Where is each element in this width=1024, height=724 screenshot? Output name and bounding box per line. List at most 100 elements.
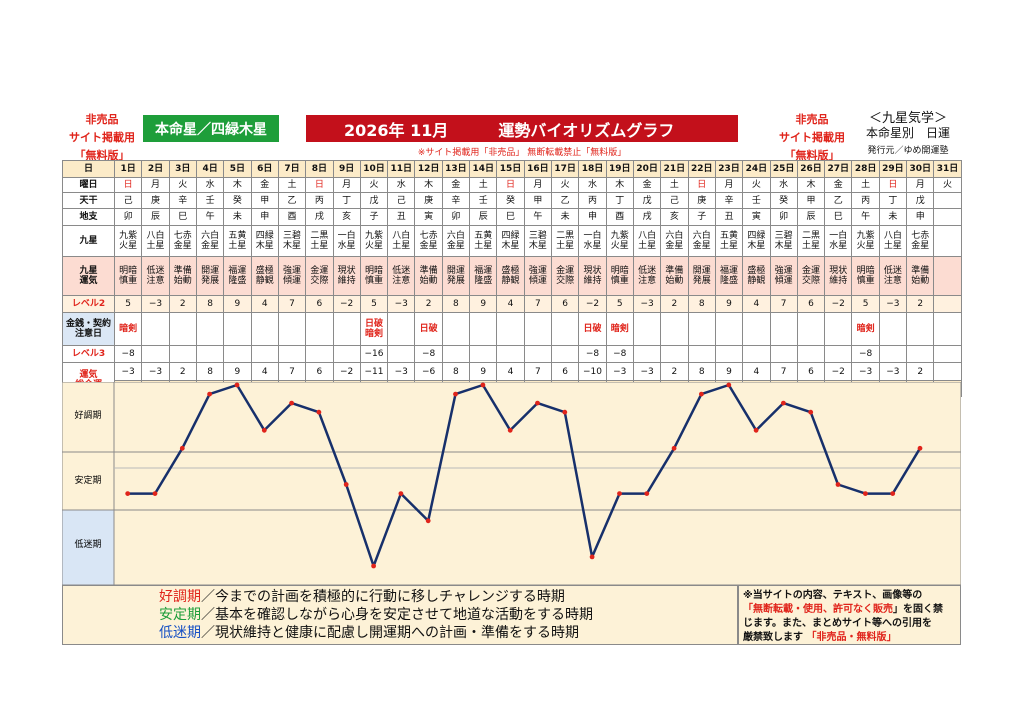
level3-cell [824,345,853,363]
data-point [425,518,431,524]
label-day: 日 [62,160,115,178]
days-cell: 19日 [605,160,634,178]
data-point [289,400,294,406]
right-head-line2: 本命星別 日運 [865,126,950,140]
level2-cell: 9 [714,295,744,313]
days-cell: 3日 [168,160,197,178]
tenkan-cell [933,192,962,209]
chishi-cell: 卯 [769,208,798,226]
unki-cell: 福運 隆盛 [714,256,744,296]
row-unki: 九星 運気 明暗 慎重 低迷 注意 準備 始動 開運 発展 福運 隆盛 盛極 静観 強運 傾運金… [62,256,962,296]
level3-cell [906,345,935,363]
tenkan-cell: 甲 [796,192,826,209]
yobi-cell: 木 [414,177,443,193]
kyusei-cell: 六白 金星 [660,225,689,257]
yobi-cell: 火 [933,177,962,193]
notice-line2b: 」を固く禁 [893,604,943,615]
unki-cell: 明暗 慎重 [359,256,389,296]
legend-low-text: ／現状維持と健康に配慮し開運期への計画・準備をする時期 [201,625,579,641]
data-point [671,445,677,451]
level3-cell [796,345,826,363]
level2-cell: 5 [113,295,143,313]
days-cell: 12日 [414,160,443,178]
yobi-cell: 土 [660,177,689,193]
yobi-cell: 金 [250,177,279,193]
yobi-cell: 日 [878,177,908,193]
chishi-cell: 卯 [441,208,471,226]
sogo-cell: 7 [277,362,307,381]
sogo-cell: −11 [359,362,389,381]
label-chishi: 地支 [62,208,115,226]
label-unki-1: 九星 [79,266,98,276]
sogo-cell: 8 [441,362,471,381]
data-point [589,554,595,560]
right-note-line1: 非売品 [795,113,829,126]
level2-cell: 5 [359,295,389,313]
chishi-cell: 申 [250,208,279,226]
kyusei-cell: 六白 金星 [441,225,471,257]
level2-cell: −2 [332,295,361,313]
chishi-cell: 午 [523,208,553,226]
days-cell: 13日 [441,160,471,178]
label-yobi: 曜日 [62,177,115,193]
kinsen-cell [441,312,471,346]
sogo-cell: 2 [660,362,689,381]
data-point [453,391,458,397]
yobi-cell: 火 [550,177,580,193]
level3-cell [168,345,197,363]
chishi-cell: 未 [878,208,908,226]
tenkan-cell: 庚 [687,192,716,209]
tenkan-cell: 丙 [305,192,334,209]
kinsen-cell [332,312,361,346]
tenkan-cell: 丙 [851,192,880,209]
tenkan-cell: 庚 [141,192,170,209]
level3-cell [660,345,689,363]
level3-cell [496,345,525,363]
yobi-cell: 水 [769,177,798,193]
left-note-line3: 「無料版」 [74,149,130,162]
label-unki-2: 運気 [79,276,98,286]
legend-stable-label: 安定期 [159,607,201,623]
kyusei-cell: 一白 水星 [578,225,607,257]
data-point [562,409,568,415]
data-point [507,427,513,433]
unki-cell: 準備 始動 [168,256,197,296]
copyright-notice: ※当サイトの内容、テキスト、画像等の 「無断転載・使用、許可なく販売」を固く禁 … [738,585,961,645]
days-cell: 31日 [933,160,962,178]
kinsen-cell [796,312,826,346]
sogo-cell: −3 [605,362,634,381]
kyusei-cell: 九紫 火星 [851,225,880,257]
kyusei-cell: 四緑 木星 [496,225,525,257]
kyusei-cell: 九紫 火星 [605,225,634,257]
data-point [480,382,486,388]
chishi-cell: 酉 [605,208,634,226]
kyusei-cell: 六白 金星 [195,225,225,257]
data-point [234,382,240,388]
label-level3: レベル3 [62,345,115,363]
left-note-line1: 非売品 [85,113,119,126]
row-kyusei: 九星 九紫 火星 八白 土星 七赤 金星 六白 金星 五黄 土星 四緑 木星 三碧 木星 二黒 … [62,225,962,257]
level3-cell: −8 [113,345,143,363]
label-sogo-1: 運気 [79,369,98,380]
legend-stable-text: ／基本を確認しながら心身を安定させて地道な活動をする時期 [201,607,593,623]
level2-cell: 9 [223,295,252,313]
chishi-cell: 寅 [414,208,443,226]
legend-box: 好調期／今までの計画を積極的に行動に移しチャレンジする時期 安定期／基本を確認し… [62,585,738,645]
notice-line3: じます。また、まとめサイト等への引用を [743,618,932,629]
kinsen-cell [195,312,225,346]
tenkan-cell: 戊 [359,192,389,209]
label-column-good [62,382,115,453]
level3-cell [141,345,170,363]
tenkan-cell: 辛 [714,192,744,209]
sogo-cell: 8 [195,362,225,381]
sogo-cell: −6 [414,362,443,381]
days-cell: 4日 [195,160,225,178]
unki-cell: 現状 維持 [332,256,361,296]
kinsen-cell [523,312,553,346]
honmei-label: 本命星／四緑木星 [143,115,279,142]
level2-cell: 4 [250,295,279,313]
data-point [863,491,868,496]
chishi-cell: 辰 [796,208,826,226]
unki-cell: 開運 発展 [687,256,716,296]
unki-cell: 金運 交際 [305,256,334,296]
